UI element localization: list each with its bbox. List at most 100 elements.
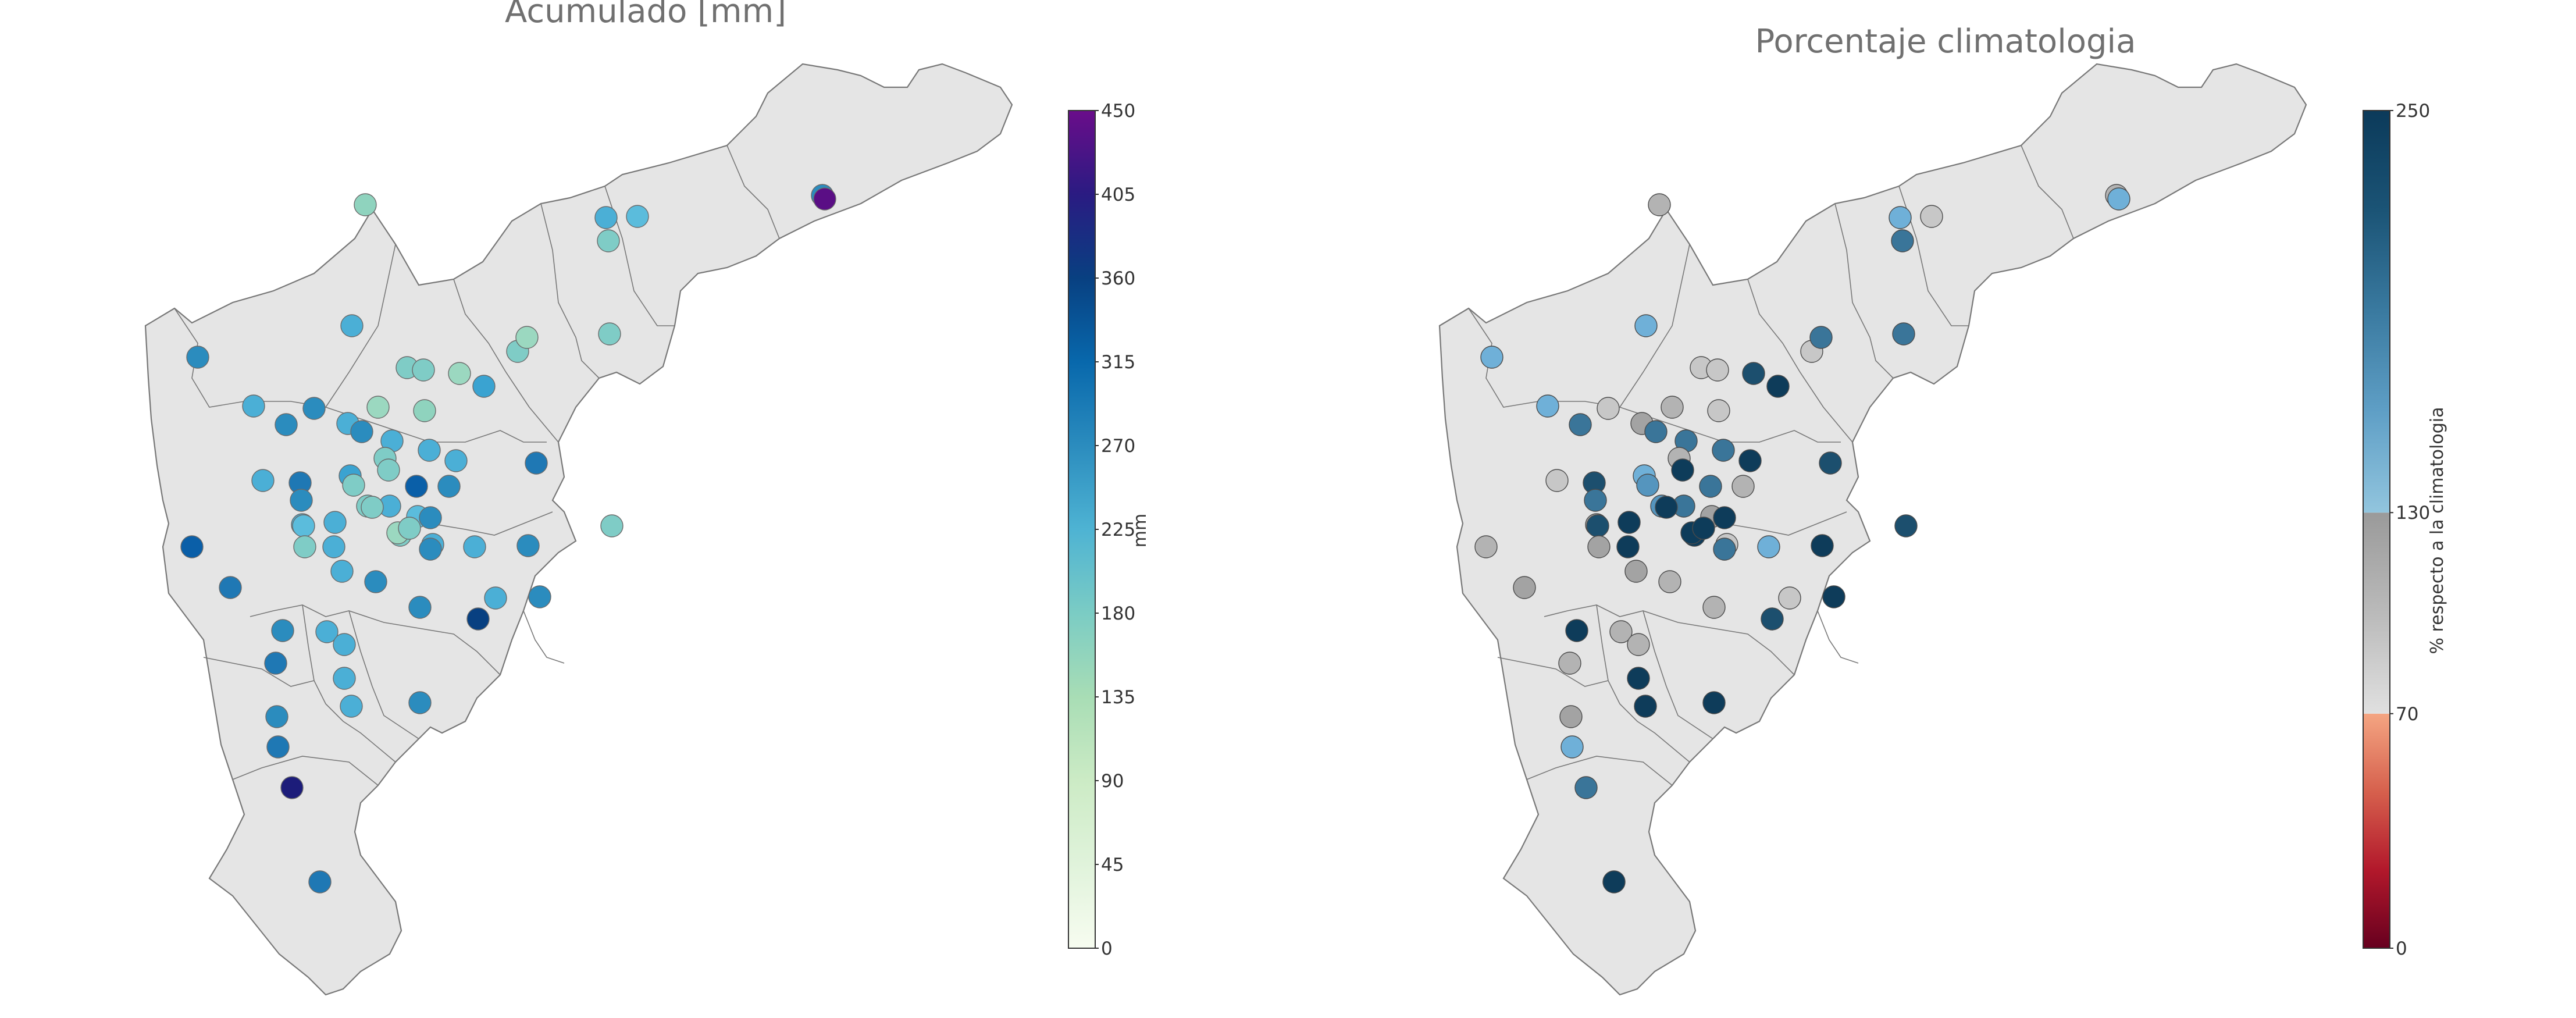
- station-marker: [1584, 489, 1607, 512]
- station-marker: [1742, 362, 1765, 385]
- station-marker: [437, 475, 461, 498]
- station-marker: [1892, 322, 1915, 346]
- station-marker: [463, 535, 486, 558]
- station-marker: [1671, 458, 1694, 482]
- station-marker: [1712, 439, 1735, 462]
- station-marker: [597, 229, 620, 252]
- region-map: [144, 63, 1013, 996]
- station-marker: [342, 474, 365, 497]
- station-marker: [405, 475, 428, 498]
- colorbar-tick-label: 70: [2396, 704, 2418, 725]
- station-marker: [266, 735, 290, 759]
- station-marker: [1634, 314, 1658, 337]
- colorbar-tick-label: 130: [2396, 503, 2430, 524]
- station-marker: [1634, 695, 1657, 718]
- station-marker: [1702, 596, 1726, 619]
- station-markers: [1474, 184, 2130, 894]
- station-marker: [1565, 619, 1588, 642]
- station-marker: [219, 576, 242, 599]
- station-marker: [472, 375, 496, 398]
- colorbar-tick-label: 0: [1101, 938, 1113, 959]
- colorbar-tick-label: 405: [1101, 184, 1135, 205]
- colorbar: 0 70 130 250 % respecto a la climatologia: [2363, 101, 2447, 959]
- colorbar-bar: [2363, 110, 2390, 949]
- station-marker: [1692, 517, 1715, 540]
- station-marker: [330, 560, 354, 583]
- station-marker: [361, 496, 384, 519]
- panel-accumulated: Acumulado [mm] 0 45 90 135 180 225 270 315 360 40…: [144, 0, 1150, 996]
- station-marker: [1627, 667, 1650, 690]
- colorbar-tick-label: 45: [1101, 855, 1124, 875]
- station-marker: [264, 652, 287, 675]
- station-marker: [1627, 633, 1650, 656]
- station-marker: [419, 538, 442, 561]
- station-marker: [293, 535, 316, 558]
- station-marker: [1513, 576, 1536, 599]
- station-marker: [1894, 514, 1918, 538]
- station-marker: [333, 633, 356, 656]
- station-marker: [340, 314, 364, 337]
- station-marker: [1574, 776, 1598, 799]
- colorbar-tick-label: 270: [1101, 436, 1135, 457]
- station-marker: [1624, 560, 1648, 583]
- colorbar: 0 45 90 135 180 225 270 315 360 405 450 mm: [1068, 101, 1150, 959]
- station-marker: [448, 362, 471, 385]
- station-marker: [302, 397, 326, 420]
- colorbar-tick-label: 225: [1101, 519, 1135, 540]
- station-marker: [525, 451, 548, 475]
- panel-title: Porcentaje climatologia: [1755, 23, 2136, 60]
- station-marker: [1713, 538, 1736, 561]
- station-marker: [377, 458, 400, 482]
- station-marker: [271, 619, 294, 642]
- colorbar-ticks: 0 45 90 135 180 225 270 315 360 405 450: [1095, 101, 1135, 959]
- station-marker: [1702, 691, 1726, 714]
- station-marker: [813, 187, 836, 211]
- station-marker: [1558, 652, 1581, 675]
- station-marker: [180, 535, 204, 558]
- colorbar-label: mm: [1130, 514, 1150, 547]
- station-marker: [1609, 620, 1633, 643]
- station-marker: [1889, 206, 1912, 229]
- station-marker: [1586, 514, 1609, 538]
- station-marker: [598, 322, 621, 346]
- station-marker: [280, 776, 304, 799]
- station-marker: [1706, 358, 1729, 382]
- station-marker: [1661, 396, 1684, 419]
- panel-title: Acumulado [mm]: [505, 0, 786, 30]
- station-marker: [2107, 187, 2130, 211]
- colorbar-ticks: 0 70 130 250: [2390, 101, 2430, 959]
- station-marker: [600, 514, 623, 538]
- station-marker: [1617, 511, 1641, 534]
- station-marker: [315, 620, 339, 643]
- station-marker: [408, 596, 432, 619]
- station-marker: [408, 691, 432, 714]
- station-marker: [1920, 205, 1943, 228]
- colorbar-tick-label: 315: [1101, 352, 1135, 373]
- station-marker: [251, 469, 275, 492]
- station-marker: [322, 535, 345, 558]
- station-marker: [1713, 506, 1736, 529]
- panel-percent-climatology: Porcentaje climatologia 0 70 130 250 % resp…: [1438, 23, 2447, 996]
- station-marker: [1809, 326, 1833, 349]
- station-marker: [594, 206, 618, 229]
- station-marker: [1707, 399, 1730, 422]
- colorbar-tick-label: 135: [1101, 687, 1135, 708]
- colorbar-tick-label: 180: [1101, 603, 1135, 624]
- colorbar-segment: [2363, 713, 2390, 948]
- colorbar-tick-label: 250: [2396, 101, 2430, 122]
- station-marker: [1811, 534, 1834, 557]
- station-marker: [1778, 586, 1801, 610]
- station-marker: [1822, 585, 1845, 608]
- colorbar-tick-label: 0: [2396, 938, 2407, 959]
- station-marker: [418, 439, 441, 462]
- station-marker: [1655, 496, 1678, 519]
- station-marker: [1819, 451, 1842, 475]
- station-marker: [323, 511, 347, 534]
- station-marker: [275, 413, 298, 436]
- station-marker: [1648, 193, 1671, 216]
- station-marker: [444, 449, 468, 472]
- station-marker: [290, 489, 313, 512]
- station-marker: [1536, 394, 1559, 418]
- station-marker: [242, 394, 265, 418]
- station-marker: [354, 193, 377, 216]
